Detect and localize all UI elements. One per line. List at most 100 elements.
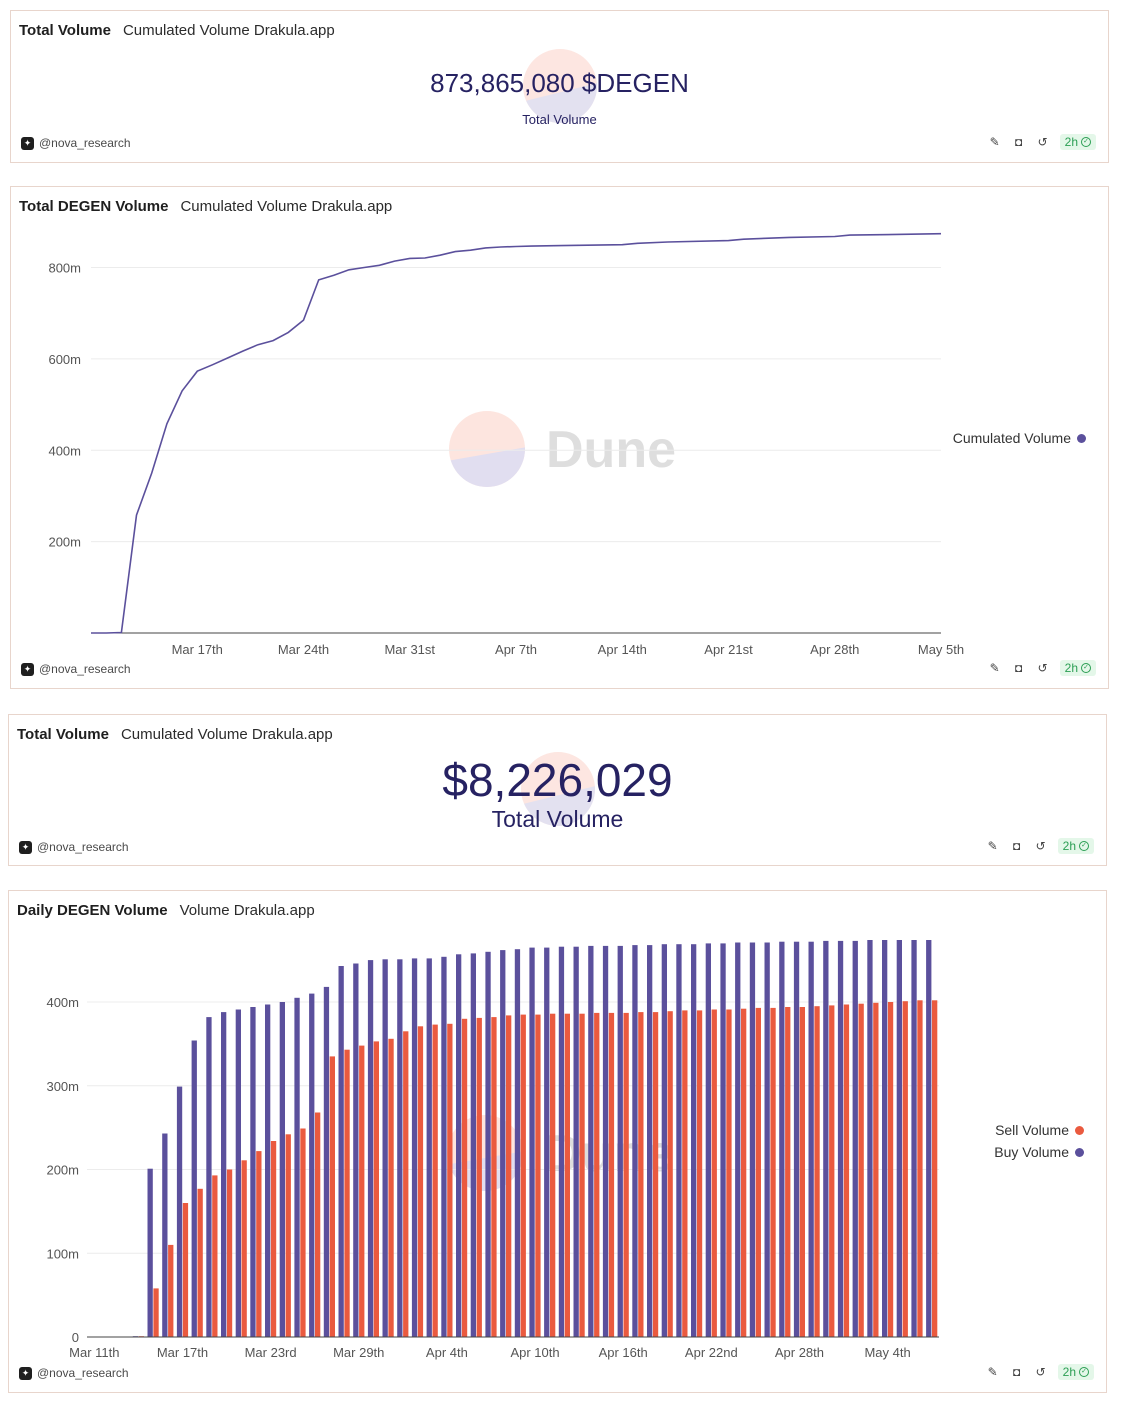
bar-sell: [491, 1017, 497, 1337]
dune-watermark-icon: [521, 752, 595, 826]
dune-logo-icon: ✦: [21, 136, 34, 150]
bar-sell: [153, 1288, 159, 1337]
bar-buy: [176, 1086, 183, 1337]
bar-buy: [720, 943, 726, 1337]
bar-sell: [902, 1001, 908, 1337]
panel-title: Total Volume Cumulated Volume Drakula.app: [19, 22, 335, 39]
y-tick-label: 300m: [46, 1079, 79, 1094]
author-link[interactable]: ✦ @nova_research: [19, 840, 129, 854]
counter-label: Total Volume: [522, 112, 597, 127]
bar-sell: [696, 1010, 703, 1337]
bar-buy: [647, 945, 653, 1337]
total-degen-volume-chart-panel: Total DEGEN Volume Cumulated Volume Draku…: [10, 186, 1109, 689]
bar-sell: [506, 1015, 512, 1337]
y-tick-label: 600m: [48, 352, 81, 367]
author-link[interactable]: ✦ @nova_research: [21, 662, 131, 676]
bar-sell: [682, 1010, 688, 1337]
dune-logo-icon: ✦: [21, 662, 34, 676]
refresh-icon[interactable]: ↺: [1037, 135, 1048, 149]
pencil-icon[interactable]: ✎: [989, 135, 1000, 149]
bar-buy: [558, 946, 565, 1337]
y-tick-label: 100m: [46, 1246, 79, 1261]
bar-buy: [485, 951, 491, 1338]
check-circle-icon: ✓: [1079, 1367, 1089, 1377]
total-volume-counter-panel: Total Volume Cumulated Volume Drakula.app…: [10, 10, 1109, 163]
camera-icon[interactable]: ◘: [1013, 839, 1021, 853]
bar-buy: [191, 1040, 197, 1337]
bar-buy: [867, 940, 873, 1337]
bar-buy: [837, 940, 844, 1337]
x-tick-label: Mar 17th: [172, 642, 223, 657]
refresh-icon[interactable]: ↺: [1037, 661, 1048, 675]
bar-buy: [470, 953, 476, 1337]
bar-sell: [917, 1000, 923, 1337]
pencil-icon[interactable]: ✎: [989, 661, 1000, 675]
camera-icon[interactable]: ◘: [1013, 1365, 1021, 1379]
bar-buy: [514, 949, 521, 1337]
refresh-icon[interactable]: ↺: [1035, 1365, 1046, 1379]
x-tick-label: Apr 14th: [598, 642, 647, 657]
bar-sell: [741, 1008, 747, 1337]
refresh-badge[interactable]: 2h ✓: [1059, 134, 1096, 150]
bar-buy: [235, 1009, 241, 1337]
bar-sell: [623, 1012, 629, 1337]
bar-buy: [705, 943, 711, 1337]
bar-buy: [661, 944, 667, 1337]
legend-item[interactable]: Buy Volume: [994, 1144, 1084, 1160]
x-tick-label: Mar 31st: [384, 642, 435, 657]
camera-icon[interactable]: ◘: [1015, 135, 1023, 149]
bar-sell: [359, 1045, 365, 1337]
x-tick-label: Mar 24th: [278, 642, 329, 657]
pencil-icon[interactable]: ✎: [987, 839, 998, 853]
x-tick-label: Mar 29th: [333, 1345, 384, 1360]
refresh-badge[interactable]: 2h ✓: [1057, 838, 1094, 854]
bar-sell: [344, 1049, 350, 1337]
legend-label: Buy Volume: [994, 1144, 1069, 1160]
panel-toolbar: ✎ ◘ ↺ 2h ✓: [986, 838, 1094, 854]
x-tick-label: Apr 7th: [495, 642, 537, 657]
bar-sell: [711, 1009, 717, 1337]
bar-buy: [544, 947, 550, 1337]
bar-sell: [755, 1007, 761, 1337]
x-tick-label: Apr 10th: [510, 1345, 559, 1360]
bar-buy: [382, 959, 388, 1337]
x-tick-label: Mar 23rd: [245, 1345, 297, 1360]
bar-buy: [691, 944, 697, 1337]
panel-toolbar: ✎ ◘ ↺ 2h ✓: [988, 660, 1096, 676]
bar-sell: [770, 1007, 776, 1337]
bar-sell: [403, 1031, 409, 1337]
refresh-icon[interactable]: ↺: [1035, 839, 1046, 853]
bar-sell: [315, 1112, 321, 1337]
bar-buy: [793, 941, 800, 1337]
refresh-badge[interactable]: 2h ✓: [1059, 660, 1096, 676]
series-line: [91, 232, 942, 634]
author-link[interactable]: ✦ @nova_research: [19, 1366, 129, 1380]
x-tick-label: Apr 16th: [599, 1345, 648, 1360]
bar-buy: [397, 959, 403, 1337]
counter-value: $8,226,029: [442, 754, 673, 806]
bar-buy: [529, 947, 535, 1337]
camera-icon[interactable]: ◘: [1015, 661, 1023, 675]
counter-label: Total Volume: [491, 806, 624, 832]
bar-buy: [353, 963, 359, 1337]
bar-sell: [814, 1006, 820, 1337]
legend-item[interactable]: Sell Volume: [994, 1122, 1084, 1138]
bar-sell: [594, 1012, 600, 1337]
bar-buy: [441, 956, 447, 1337]
bar-buy: [749, 942, 756, 1337]
bar-sell: [843, 1004, 850, 1337]
x-tick-label: May 5th: [918, 642, 964, 657]
bar-sell: [829, 1005, 835, 1337]
author-link[interactable]: ✦ @nova_research: [21, 136, 131, 150]
legend-item[interactable]: Cumulated Volume: [953, 430, 1086, 446]
refresh-badge[interactable]: 2h ✓: [1057, 1364, 1094, 1380]
bar-sell: [579, 1013, 585, 1337]
x-tick-label: Apr 22nd: [685, 1345, 738, 1360]
line-chart-legend: Cumulated Volume: [953, 430, 1086, 446]
y-tick-label: 0: [72, 1330, 79, 1345]
panel-subtitle: Cumulated Volume Drakula.app: [122, 22, 335, 39]
pencil-icon[interactable]: ✎: [987, 1365, 998, 1379]
legend-label: Sell Volume: [995, 1122, 1069, 1138]
bar-buy: [309, 993, 315, 1337]
